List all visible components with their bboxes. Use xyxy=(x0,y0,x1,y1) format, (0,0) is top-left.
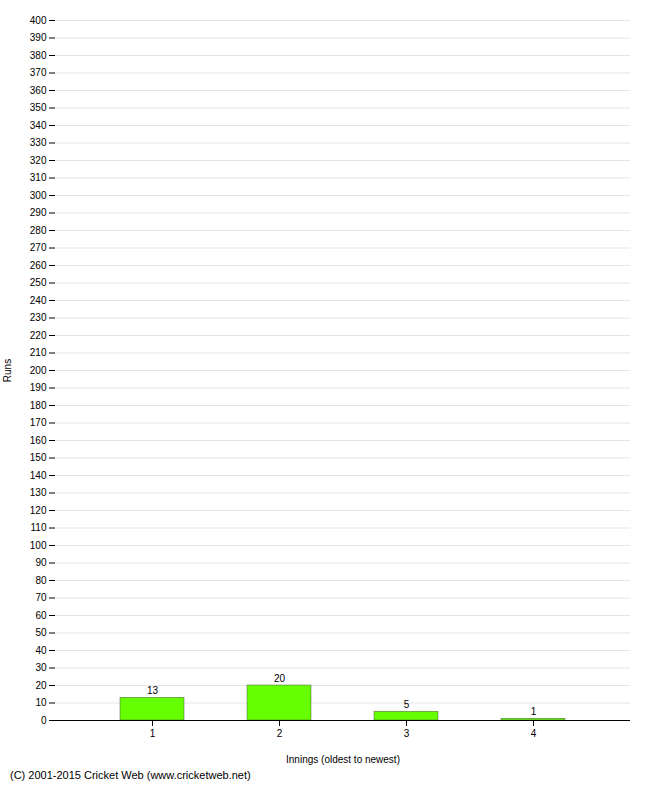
svg-text:10: 10 xyxy=(35,697,47,708)
svg-text:2: 2 xyxy=(277,728,283,739)
svg-text:300: 300 xyxy=(30,190,47,201)
svg-text:13: 13 xyxy=(147,685,159,696)
svg-text:1: 1 xyxy=(531,706,537,717)
svg-text:350: 350 xyxy=(30,102,47,113)
svg-text:150: 150 xyxy=(30,452,47,463)
svg-text:200: 200 xyxy=(30,365,47,376)
svg-text:220: 220 xyxy=(30,330,47,341)
svg-text:210: 210 xyxy=(30,347,47,358)
svg-text:130: 130 xyxy=(30,487,47,498)
svg-text:240: 240 xyxy=(30,295,47,306)
html-text:(C) 2001-2015 Cricket Web (www: (C) 2001-2015 Cricket Web (www.cricketwe… xyxy=(10,769,251,781)
svg-text:60: 60 xyxy=(35,610,47,621)
svg-text:110: 110 xyxy=(31,522,47,533)
svg-text:320: 320 xyxy=(30,155,47,166)
svg-text:50: 50 xyxy=(35,627,47,638)
svg-text:160: 160 xyxy=(30,435,47,446)
svg-text:70: 70 xyxy=(35,592,47,603)
svg-text:100: 100 xyxy=(30,540,47,551)
svg-text:80: 80 xyxy=(35,575,47,586)
svg-text:330: 330 xyxy=(30,137,47,148)
svg-text:0: 0 xyxy=(41,715,47,726)
svg-text:Runs: Runs xyxy=(2,359,13,382)
svg-text:90: 90 xyxy=(35,557,47,568)
svg-text:370: 370 xyxy=(30,67,47,78)
svg-text:380: 380 xyxy=(30,50,47,61)
svg-text:30: 30 xyxy=(35,662,47,673)
svg-text:1: 1 xyxy=(150,728,156,739)
svg-text:360: 360 xyxy=(30,85,47,96)
svg-text:Innings (oldest to newest): Innings (oldest to newest) xyxy=(286,754,400,765)
svg-text:3: 3 xyxy=(404,728,410,739)
svg-text:310: 310 xyxy=(30,172,47,183)
svg-text:120: 120 xyxy=(30,505,47,516)
svg-text:230: 230 xyxy=(30,312,47,323)
svg-text:290: 290 xyxy=(30,207,47,218)
svg-text:250: 250 xyxy=(30,277,47,288)
svg-text:270: 270 xyxy=(30,242,47,253)
svg-text:340: 340 xyxy=(30,120,47,131)
svg-text:5: 5 xyxy=(404,699,410,710)
svg-text:4: 4 xyxy=(531,728,537,739)
svg-text:390: 390 xyxy=(30,32,47,43)
svg-text:140: 140 xyxy=(30,470,47,481)
svg-text:20: 20 xyxy=(274,673,286,684)
svg-text:280: 280 xyxy=(30,225,47,236)
svg-text:20: 20 xyxy=(35,680,47,691)
svg-text:190: 190 xyxy=(30,382,47,393)
svg-text:40: 40 xyxy=(35,645,47,656)
svg-text:400: 400 xyxy=(30,15,47,26)
svg-text:180: 180 xyxy=(30,400,47,411)
svg-text:260: 260 xyxy=(30,260,47,271)
svg-text:170: 170 xyxy=(30,417,47,428)
